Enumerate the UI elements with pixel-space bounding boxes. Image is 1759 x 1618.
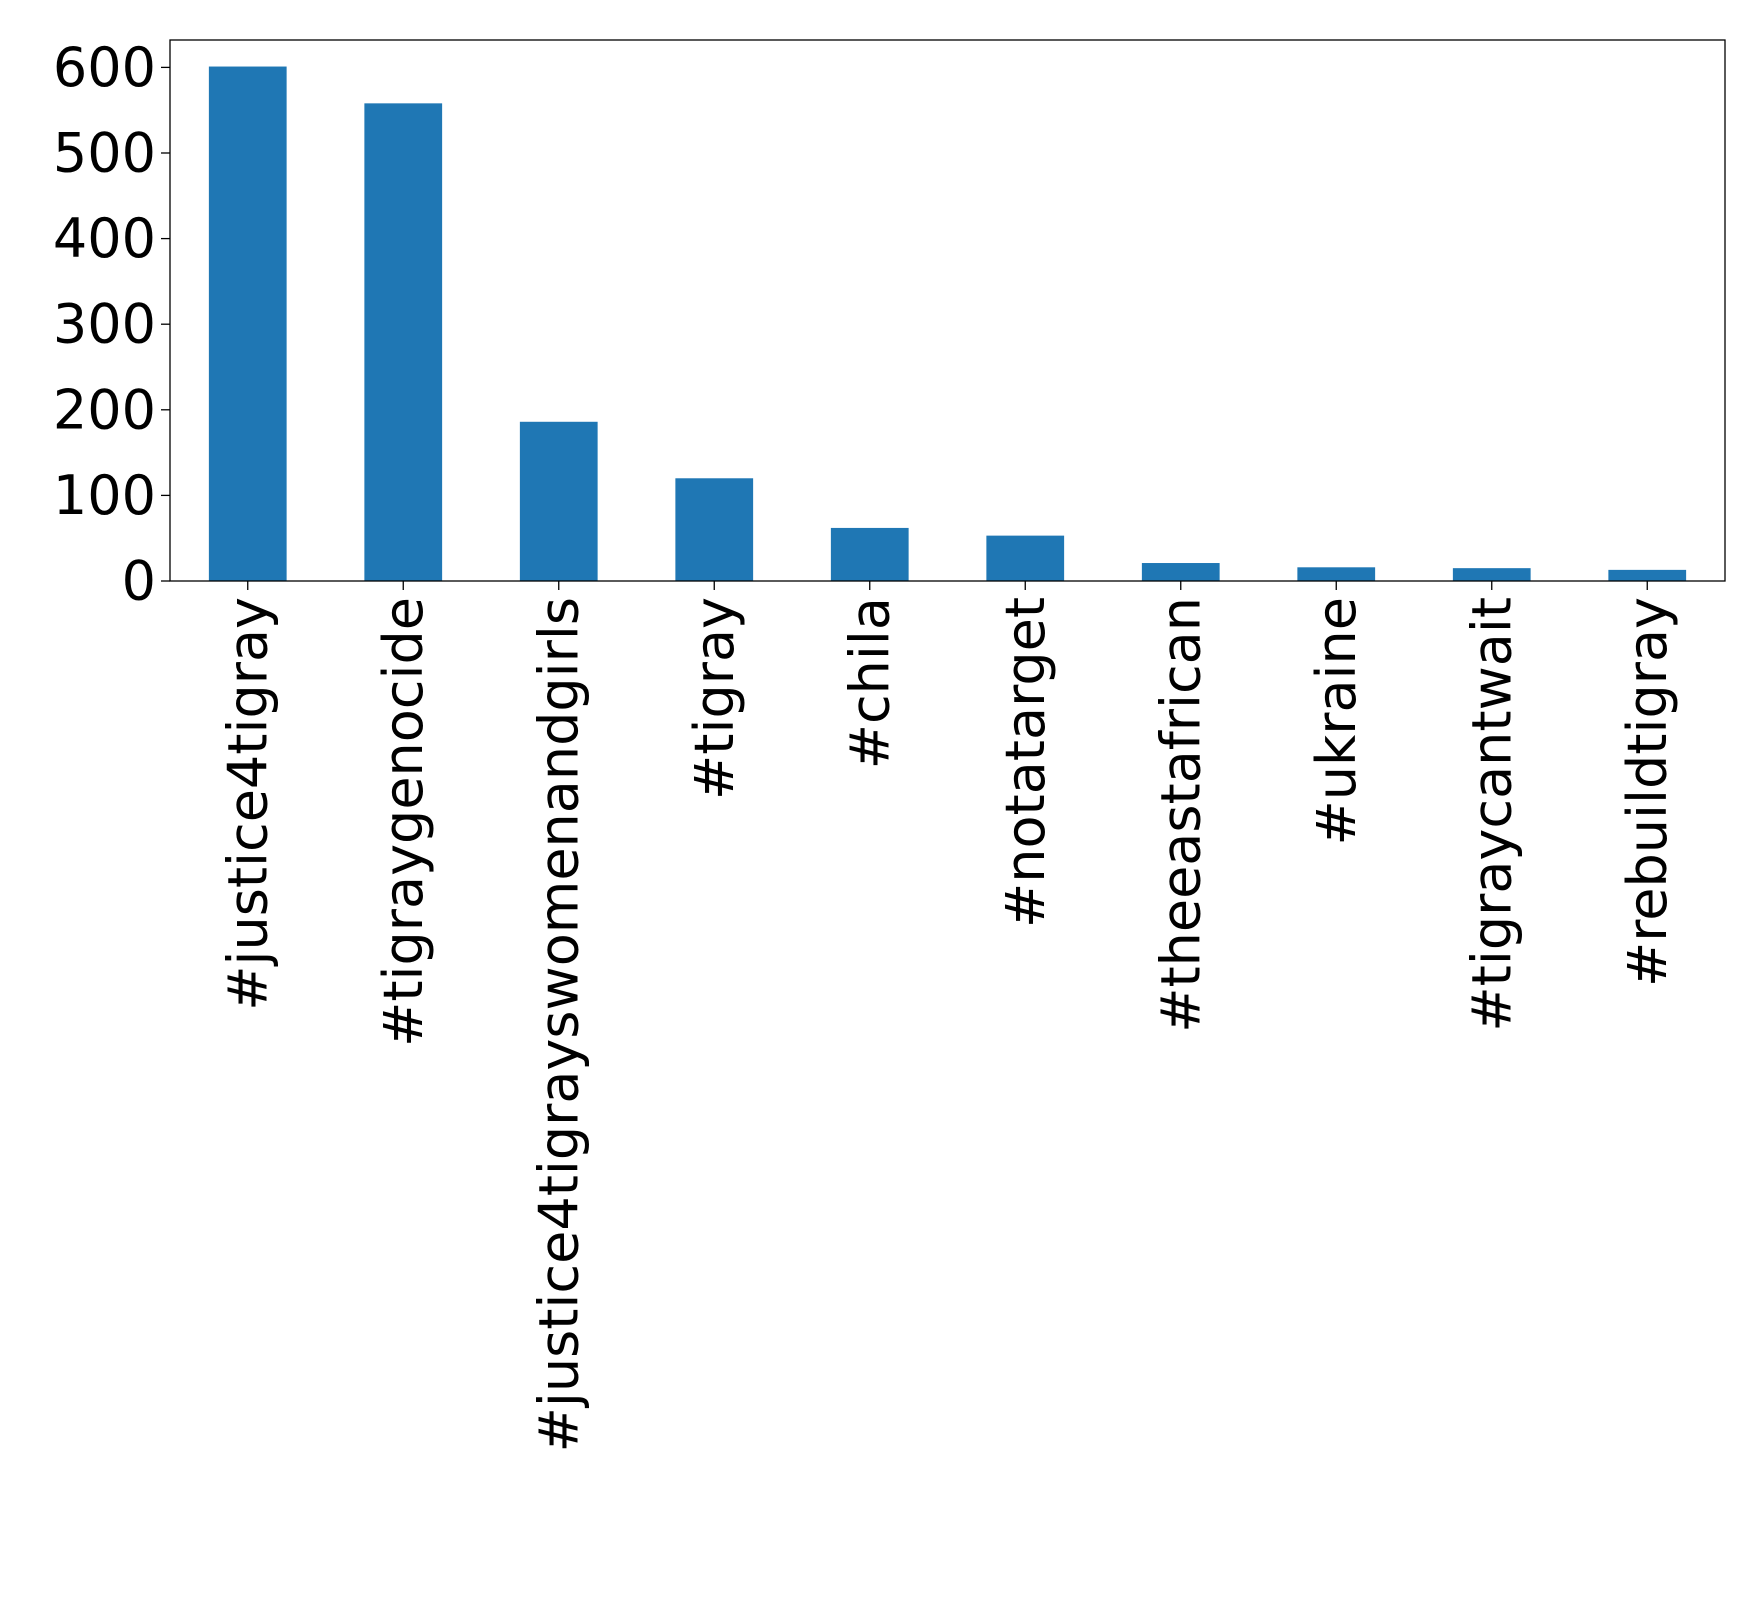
y-tick-label: 400 [53, 207, 156, 270]
bar-tigray [675, 478, 754, 581]
bar-tigraygenocide [364, 103, 443, 581]
bar-theeastafrican [1141, 563, 1220, 581]
x-tick-label: #chila [838, 597, 901, 769]
x-tick-label: #ukraine [1305, 597, 1368, 845]
bar-justice4tigrayswomenandgirls [519, 421, 598, 581]
x-tick-label: #rebuildtigray [1616, 597, 1679, 987]
x-tick-label: #notatarget [994, 597, 1057, 928]
x-tick-label: #justice4tigray [216, 597, 279, 1011]
x-tick-label: #tigraygenocide [372, 597, 435, 1047]
bar-ukraine [1297, 567, 1376, 581]
y-tick-label: 200 [53, 378, 156, 441]
plot-area-frame [169, 39, 1726, 582]
y-tick-label: 500 [53, 121, 156, 184]
x-tick-label: #tigraycantwait [1460, 597, 1523, 1032]
x-tick-label: #theeastafrican [1149, 597, 1212, 1033]
y-axis: 0 100 200 300 400 500 600 [53, 36, 170, 613]
x-tick-label: #tigray [683, 597, 746, 800]
x-tick-label: #justice4tigrayswomenandgirls [527, 597, 590, 1452]
x-axis: #justice4tigray #tigraygenocide #justice4t… [216, 581, 1679, 1452]
bar-notatarget [986, 535, 1065, 581]
bar-tigraycantwait [1452, 568, 1531, 581]
bar-chila [830, 527, 909, 581]
y-tick-label: 600 [53, 36, 156, 99]
y-tick-label: 100 [53, 464, 156, 527]
y-tick-label: 300 [53, 293, 156, 356]
y-tick-label: 0 [122, 550, 156, 613]
bars-group [208, 66, 1687, 582]
bar-justice4tigray [208, 66, 287, 582]
bar-rebuildtigray [1608, 569, 1687, 581]
